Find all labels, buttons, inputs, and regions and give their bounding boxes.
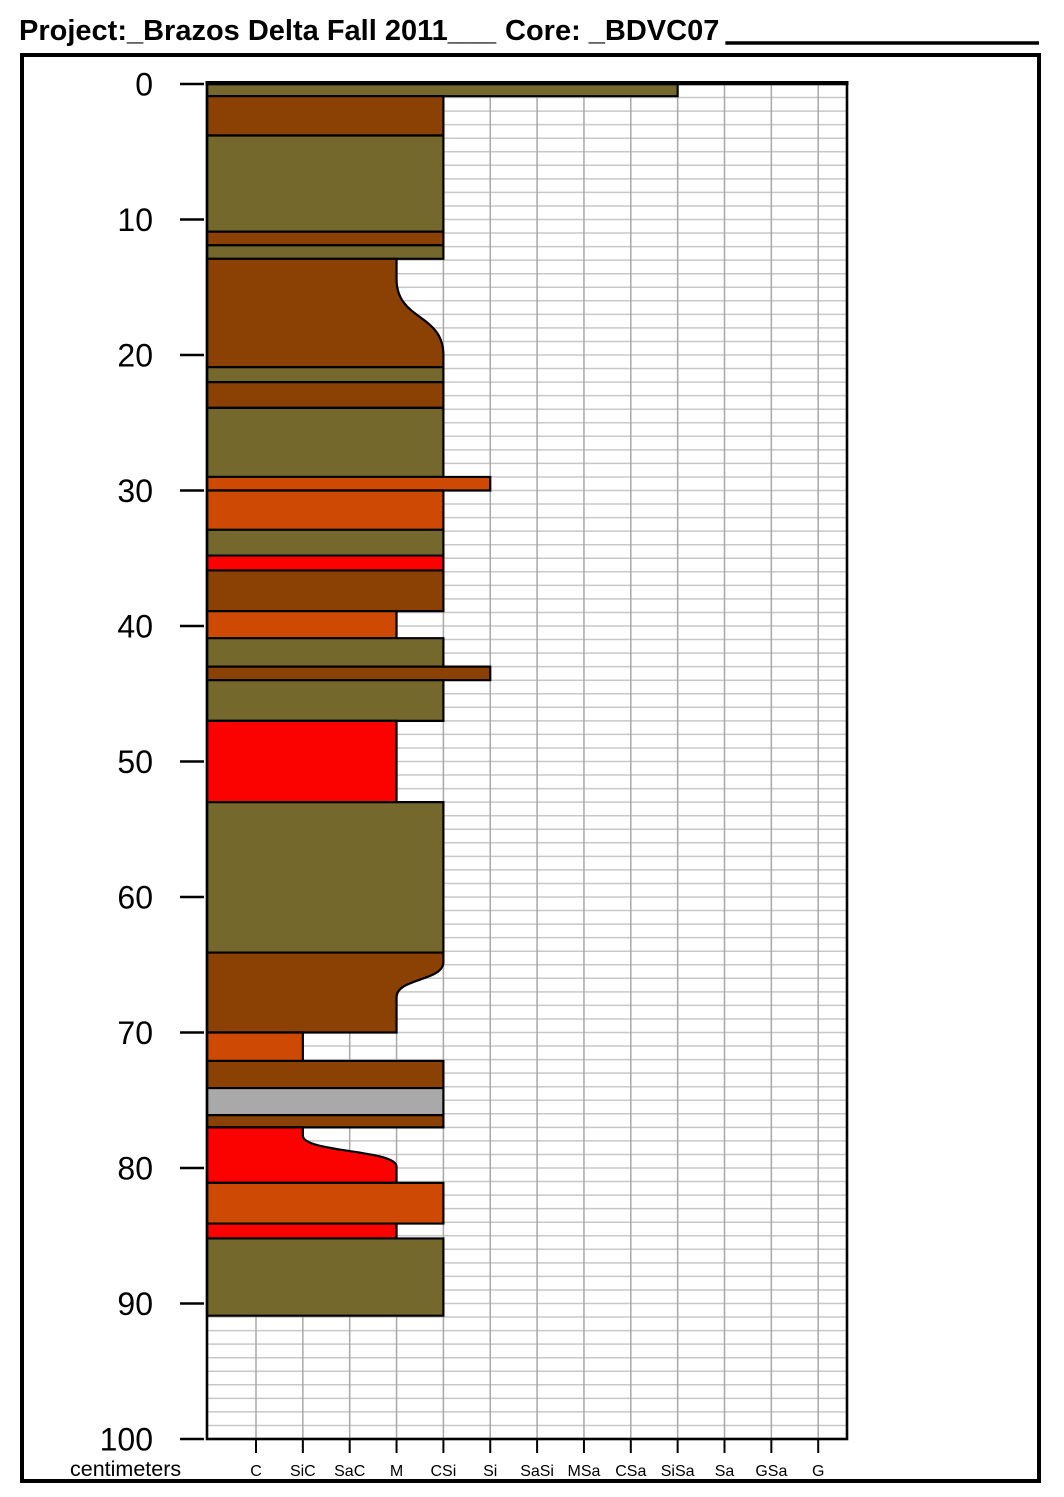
grain-size-tick-label: G: [812, 1463, 824, 1480]
strat-layer: [205, 609, 398, 640]
grain-size-tick-label: Sa: [715, 1463, 735, 1480]
strat-layer: [205, 1181, 445, 1225]
strat-layer: [205, 665, 492, 682]
grain-size-tick-label: SaSi: [520, 1463, 554, 1480]
strat-layer: [205, 951, 445, 1034]
grain-size-tick-label: MSa: [567, 1463, 600, 1480]
depth-tick-label: 80: [117, 1151, 153, 1187]
grain-size-tick-label: SiC: [290, 1463, 316, 1480]
strat-layer: [205, 1059, 445, 1090]
strat-layer: [205, 719, 398, 804]
project-title: Project:_Brazos Delta Fall 2011___: [19, 15, 497, 47]
strat-layer: [205, 1031, 304, 1063]
grain-size-tick-label: CSa: [615, 1463, 646, 1480]
strat-layers: [205, 82, 679, 1317]
strat-layer: [205, 257, 445, 369]
depth-tick-label: 30: [117, 473, 153, 509]
header: Project:_Brazos Delta Fall 2011___ Core:…: [19, 15, 1039, 47]
strat-layer: [205, 366, 445, 384]
grain-size-tick-label: CSi: [431, 1463, 457, 1480]
strat-layer: [205, 528, 445, 557]
strat-layer: [205, 679, 445, 722]
strat-layer: [205, 1086, 445, 1117]
depth-tick-label: 60: [117, 880, 153, 916]
plot-border: [205, 81, 849, 1441]
strat-layer: [205, 1126, 398, 1185]
strat-layer: [205, 95, 445, 137]
strat-layer: [205, 406, 445, 479]
depth-axis: 0 10 20 30 40 50 60 70 80 90 100: [100, 67, 204, 1458]
strat-layer: [205, 637, 445, 668]
grain-size-tick-label: M: [390, 1463, 403, 1480]
depth-tick-label: 20: [117, 338, 153, 374]
grain-size-axis: C SiC SaC M CSi Si SaSi MSa CSa SiSa Sa GSa G: [250, 1439, 824, 1480]
strat-layer: [205, 134, 445, 233]
depth-tick-label: 10: [117, 202, 153, 238]
strat-layer: [205, 381, 445, 409]
page-frame: [20, 53, 1041, 1483]
strat-layer: [205, 244, 445, 260]
grain-size-tick-label: Si: [483, 1463, 497, 1480]
depth-tick-label: 90: [117, 1286, 153, 1322]
strat-layer: [205, 569, 445, 613]
unit-label: centimeters: [70, 1457, 181, 1481]
depth-tick-label: 70: [117, 1015, 153, 1051]
strat-layer: [205, 801, 445, 954]
grain-size-tick-label: SaC: [334, 1463, 365, 1480]
strat-layer: [205, 475, 492, 492]
strat-layer: [205, 230, 445, 247]
depth-tick-label: 50: [117, 744, 153, 780]
strat-layer: [205, 1114, 445, 1129]
grain-size-tick-label: C: [250, 1463, 262, 1480]
strat-layer: [205, 554, 445, 572]
strat-layer: [205, 1222, 398, 1240]
depth-tick-label: 40: [117, 609, 153, 645]
core-title: Core: _BDVC07: [505, 15, 719, 47]
strat-layer: [205, 1237, 445, 1317]
depth-tick-label: 100: [100, 1422, 153, 1458]
grain-size-tick-label: SiSa: [661, 1463, 695, 1480]
strat-layer: [205, 489, 445, 531]
grain-size-tick-label: GSa: [755, 1463, 787, 1480]
strat-layer: [205, 82, 679, 98]
depth-tick-label: 0: [135, 67, 153, 103]
